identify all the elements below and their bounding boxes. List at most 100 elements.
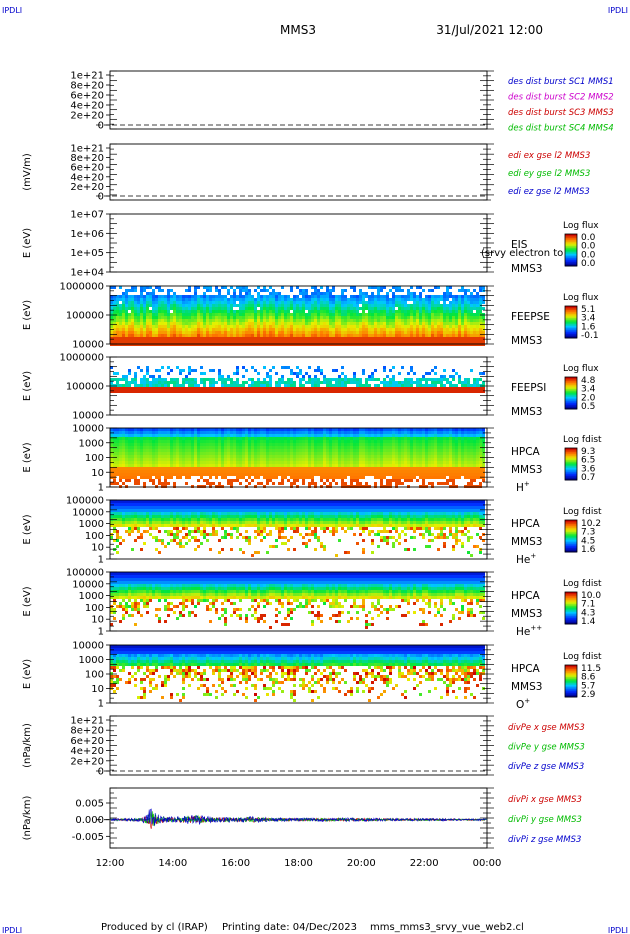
legend-entry: divPi y gse MMS3 [508,815,582,825]
y-axis-label: E (eV) [22,371,33,401]
y-tick-label: 1000 [79,519,104,530]
legend-entry: edi ex gse l2 MMS3 [508,151,590,161]
colorbar-tick-label: 4.5 [581,536,595,546]
x-tick-label: 22:00 [410,858,439,869]
y-tick-label: 10000 [72,424,104,435]
footer-printing-date: Printing date: 04/Dec/2023 [222,922,357,933]
y-tick-label: 1000 [79,591,104,602]
y-axis-label: E (eV) [22,300,33,330]
y-tick-label: 8e+20 [70,81,104,92]
legend-entry: edi ey gse l2 MMS3 [508,169,590,179]
colorbar-tick-label: 7.3 [581,528,595,538]
y-tick-label: 4e+20 [70,172,104,183]
colorbar-tick-label: 6.5 [581,456,595,466]
y-tick-label: 0.005 [75,799,104,810]
colorbar-tick-label: 1.6 [581,545,596,555]
colorbar-tick-label: -0.1 [581,331,599,341]
x-tick-label: 00:00 [473,858,502,869]
legend-entry: des dist burst SC1 MMS1 [508,77,614,87]
y-tick-label: 1e+06 [70,229,104,240]
colorbar-tick-label: 2.0 [581,393,596,403]
panel-feepse: 1000000 100000 10000 E (eV) FEEPSE MMS3 Log fl… [22,282,599,351]
spacecraft-label: MMS3 [511,406,542,418]
y-tick-label: 100000 [66,496,104,507]
y-tick-label: 1e+21 [70,716,104,727]
y-tick-label: 1000 [79,438,104,449]
legend-entry: divPi x gse MMS3 [508,795,582,805]
panel-divpi: 0.005 0.000 -0.005 (nPa/km) divPi x gse MMS3… [22,787,582,849]
y-tick-label: 10000 [72,641,104,652]
y-tick-label: 10000 [72,579,104,590]
y-tick-label: 0 [98,121,104,132]
y-tick-label: 1000 [79,655,104,666]
panel-hpca-o: 10000 1000 100 10 1 E (eV) HPCA MMS3 O+ Log fdist… [22,641,602,712]
y-tick-label: 10 [91,615,104,626]
overlay-text: (srvy electron to [481,248,563,259]
y-tick-label: 100 [85,453,104,464]
colorbar [564,664,578,698]
x-tick-label: 16:00 [221,858,250,869]
panel-frame [109,143,488,201]
x-tick-label: 12:00 [96,858,125,869]
y-tick-label: 10000 [72,507,104,518]
instrument-label: FEEPSE [511,311,550,323]
legend-entry: edi ez gse l2 MMS3 [508,187,590,197]
y-axis-label: (nPa/km) [22,796,33,841]
colorbar-tick-label: 7.1 [581,600,595,610]
colorbar-tick-label: 3.6 [581,464,596,474]
y-tick-label: 100000 [66,311,104,322]
instrument-label: HPCA [511,518,541,530]
footer-script-name: mms_mms3_srvy_vue_web2.cl [370,922,524,933]
species-label: H+ [516,480,530,494]
colorbar [564,376,578,410]
spacecraft-label: MMS3 [511,608,542,620]
colorbar-tick-label: 0.7 [581,473,595,483]
colorbar-title: Log fdist [563,652,602,662]
y-tick-label: 4e+20 [70,101,104,112]
colorbar-title: Log flux [563,293,599,303]
y-axis-label: E (eV) [22,586,33,616]
y-tick-label: 1e+04 [70,268,104,279]
colorbar-title: Log flux [563,364,599,374]
species-label: O+ [516,697,530,711]
legend-entry: divPi z gse MMS3 [508,835,581,845]
y-tick-label: 1 [98,627,104,638]
y-tick-label: 8e+20 [70,726,104,737]
y-tick-label: 100000 [66,382,104,393]
y-tick-label: 1e+05 [70,248,104,259]
legend-entry: des dist burst SC3 MMS3 [508,108,614,118]
corner-mark-bottom-right: IPDLI [608,926,628,934]
y-tick-label: 1e+07 [70,210,104,221]
species-label: He+ [516,552,536,566]
colorbar-tick-label: 9.3 [581,447,595,457]
y-tick-label: 10 [91,468,104,479]
legend-entry: divPe z gse MMS3 [508,762,584,772]
y-tick-label: 10000 [72,411,104,422]
y-tick-label: 2e+20 [70,111,104,122]
colorbar-tick-label: 3.4 [581,314,596,324]
legend-entry: des dist burst SC4 MMS4 [508,124,614,134]
series-line-divpi-z [109,808,488,826]
y-tick-label: 4e+20 [70,746,104,757]
y-axis-label: (nPa/km) [22,723,33,768]
y-tick-label: 100 [85,531,104,542]
y-tick-label: 1e+21 [70,71,104,82]
colorbar-tick-label: 0.0 [581,250,596,260]
panel-eis: 1e+07 1e+06 1e+05 1e+04 E (eV) EIS MMS3 (srvy e… [22,210,599,279]
legend-entry: divPe y gse MMS3 [508,743,585,753]
plot-datetime: 31/Jul/2021 12:00 [436,23,543,37]
y-tick-label: 100000 [66,568,104,579]
colorbar-title: Log fdist [563,435,602,445]
colorbar [564,233,578,267]
y-tick-label: 1 [98,555,104,566]
panel-frame [109,715,488,776]
instrument-label: HPCA [511,590,541,602]
colorbar-tick-label: 1.6 [581,322,596,332]
colorbar-title: Log fdist [563,507,602,517]
colorbar-tick-label: 8.6 [581,673,596,683]
